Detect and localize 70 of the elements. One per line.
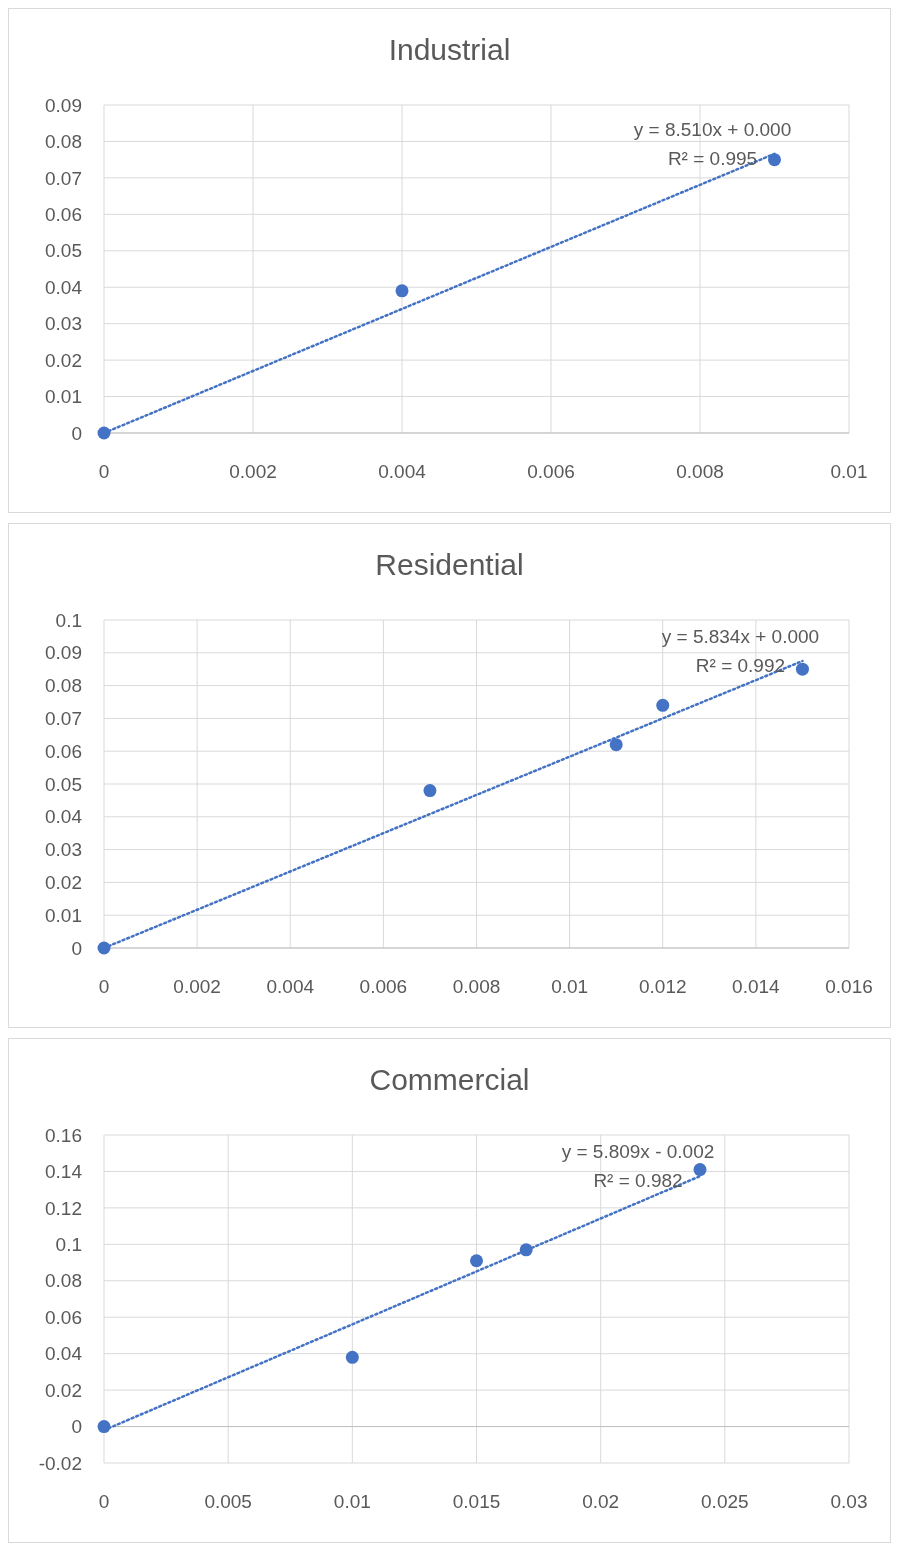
chart-title: Industrial	[388, 33, 511, 66]
annotation: y = 5.809x - 0.002	[561, 1141, 715, 1163]
y-tick-label: 0.08	[45, 675, 82, 697]
x-tick-label: 0.01	[333, 1491, 371, 1512]
y-tick-label: 0.08	[45, 1270, 82, 1292]
x-tick-label: 0.016	[825, 976, 873, 997]
y-tick-label: 0.04	[45, 1343, 83, 1365]
x-tick-label: 0.002	[173, 976, 221, 997]
y-tick-label: 0.05	[45, 773, 82, 795]
x-tick-label: 0.012	[638, 976, 687, 997]
y-tick-label: 0.05	[45, 240, 82, 262]
x-tick-label: 0.03	[830, 1491, 868, 1512]
y-tick-label: 0.04	[45, 806, 83, 828]
y-tick-label: 0.12	[45, 1197, 82, 1219]
x-tick-label: 0.004	[266, 976, 315, 997]
annotation: R² = 0.992	[695, 655, 786, 676]
x-tick-label: 0.025	[701, 1491, 749, 1512]
y-tick-label: 0.01	[45, 386, 82, 408]
annotation: R² = 0.982	[593, 1170, 683, 1192]
point	[423, 784, 437, 798]
y-tick-label: 0.03	[45, 313, 82, 335]
x-tick-label: 0.02	[582, 1491, 620, 1512]
y-tick-label: 0.14	[45, 1161, 83, 1183]
y-tick-label: 0	[71, 937, 82, 959]
y-tick-label: 0	[71, 422, 82, 444]
y-tick-label: 0.03	[45, 839, 82, 861]
x-tick-label: 0.01	[830, 461, 868, 482]
x-tick-label: 0.008	[676, 461, 724, 482]
x-tick-label: 0.01	[551, 976, 589, 997]
y-tick-label: 0.04	[45, 276, 83, 298]
point	[470, 1254, 483, 1268]
y-tick-label: 0.06	[45, 740, 82, 762]
y-tick-label: 0.08	[45, 131, 82, 153]
x-tick-label: 0.004	[378, 461, 427, 482]
chart-title: Commercial	[369, 1063, 530, 1096]
x-tick-label: 0	[98, 976, 110, 997]
y-tick-label: 0.01	[45, 904, 82, 926]
annotation: y = 8.510x + 0.000	[633, 118, 792, 140]
x-tick-label: 0.002	[229, 461, 277, 482]
point	[395, 284, 409, 298]
annotation: R² = 0.995	[667, 147, 758, 169]
y-tick-label: 0.06	[45, 203, 82, 225]
x-tick-label: 0.008	[452, 976, 501, 997]
x-tick-label: 0.005	[204, 1491, 252, 1512]
y-tick-label: 0.09	[45, 94, 82, 116]
y-tick-label: 0.02	[45, 1379, 82, 1401]
point	[345, 1350, 359, 1364]
x-tick-label: 0	[98, 461, 110, 482]
y-tick-label: 0.16	[45, 1124, 82, 1146]
y-tick-label: 0.06	[45, 1306, 82, 1328]
x-tick-label: 0.015	[452, 1491, 501, 1512]
y-tick-label: 0.1	[55, 1233, 82, 1255]
point	[795, 662, 809, 676]
x-tick-label: 0	[98, 1491, 110, 1512]
y-tick-label: -0.02	[38, 1452, 82, 1474]
point	[693, 1163, 707, 1177]
annotation: y = 5.834x + 0.000	[661, 626, 820, 647]
y-tick-label: 0.02	[45, 872, 82, 894]
y-tick-label: 0	[71, 1416, 82, 1438]
point	[656, 698, 670, 712]
x-tick-label: 0.006	[527, 461, 575, 482]
y-tick-label: 0.07	[45, 167, 82, 189]
point	[609, 738, 623, 752]
y-tick-label: 0.07	[45, 708, 82, 730]
y-tick-label: 0.1	[55, 609, 82, 631]
x-tick-label: 0.014	[732, 976, 781, 997]
x-tick-label: 0.006	[359, 976, 408, 997]
chart-title: Residential	[375, 548, 524, 581]
y-tick-label: 0.02	[45, 349, 82, 371]
y-tick-label: 0.09	[45, 642, 82, 664]
